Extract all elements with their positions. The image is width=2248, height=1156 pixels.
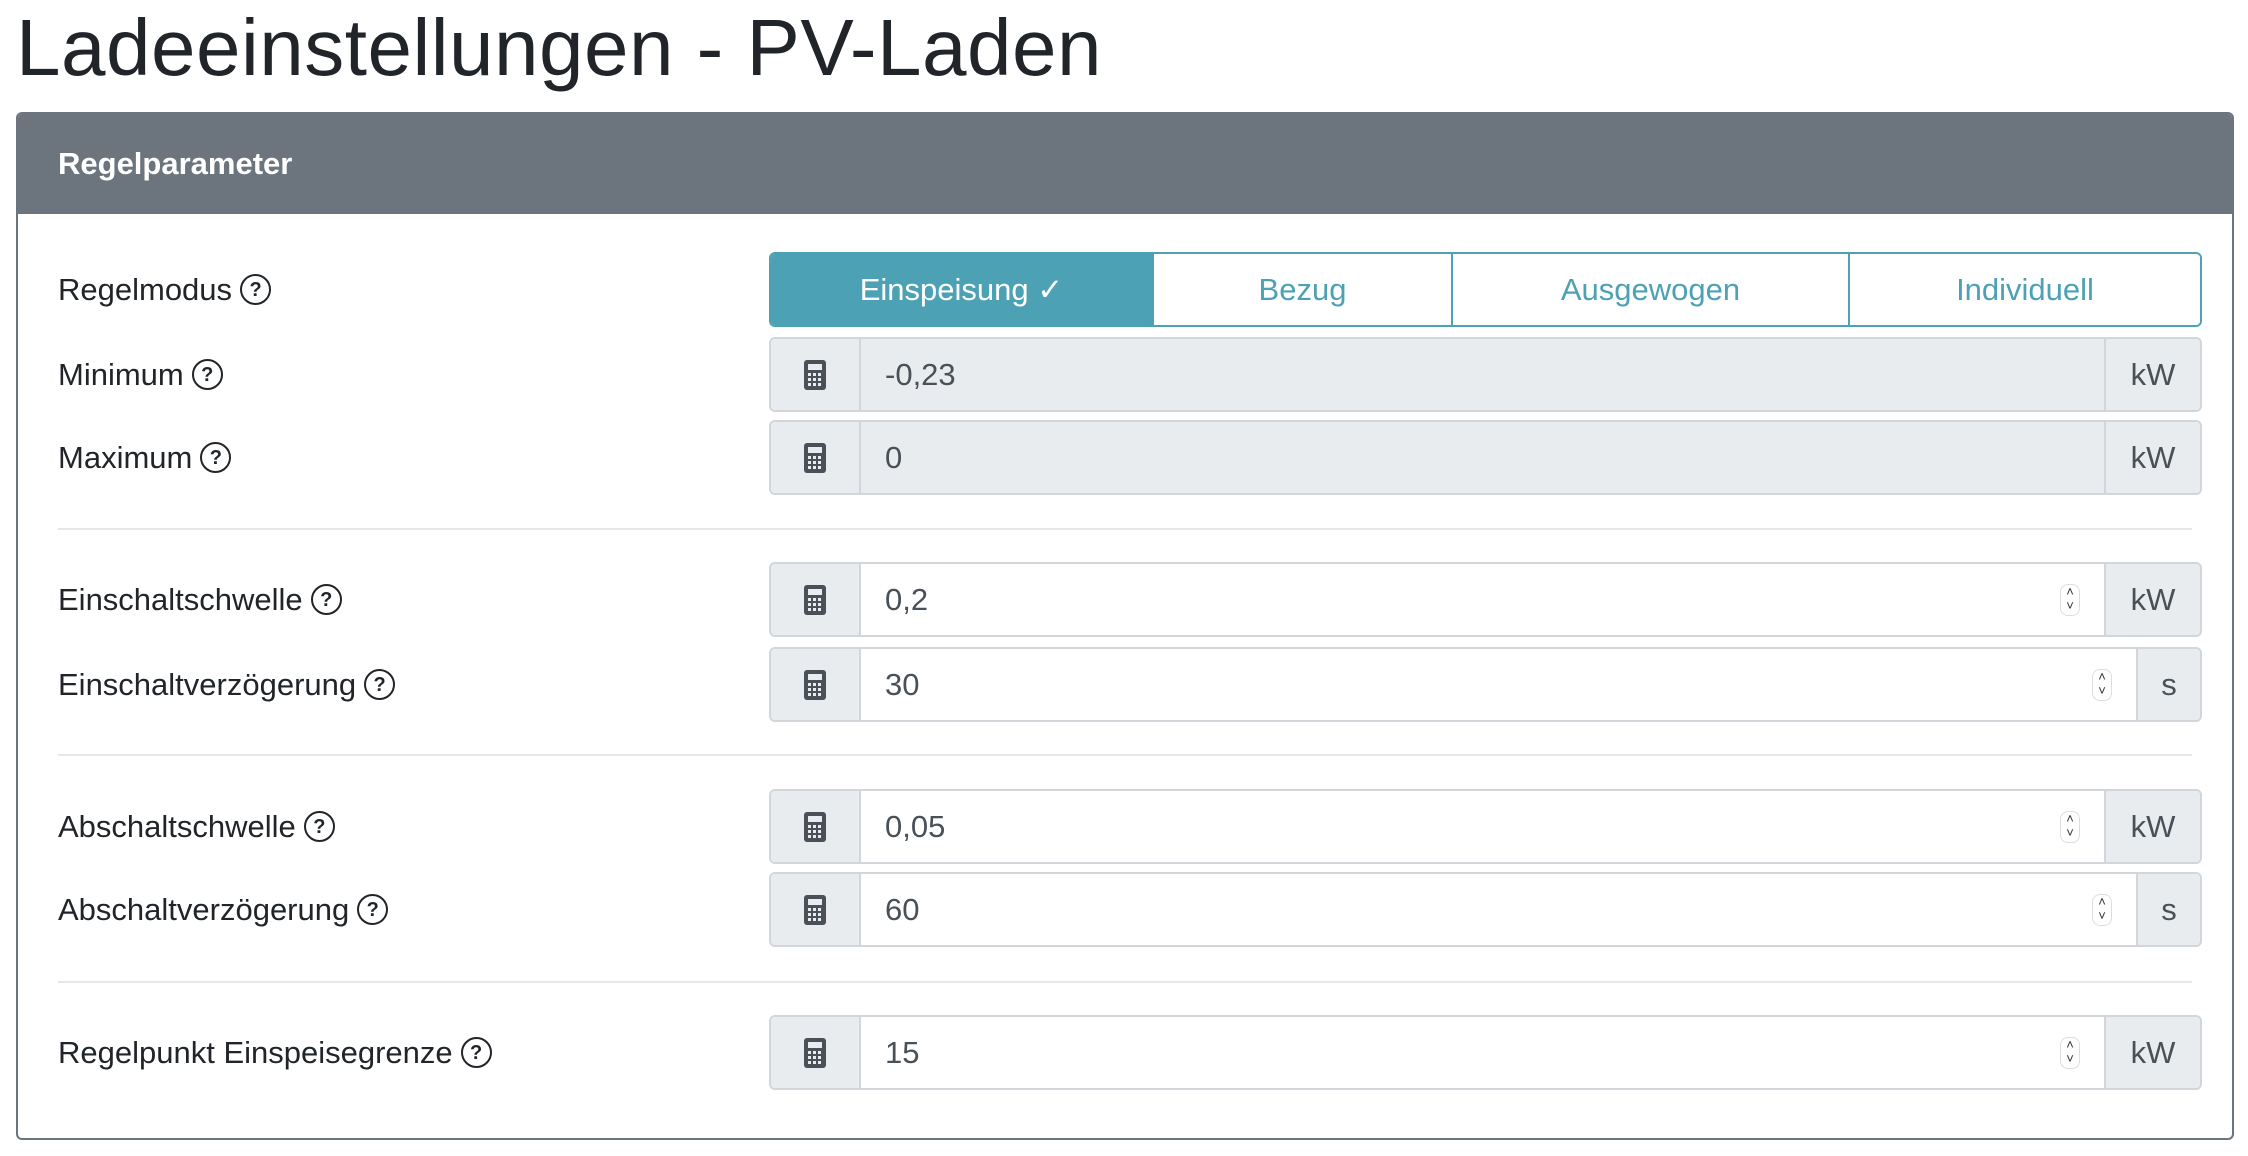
unit-label: kW	[2104, 422, 2200, 493]
input-group-abschaltschwelle: 0,05 ˄ ˅ kW	[769, 789, 2202, 864]
unit-label: s	[2136, 874, 2200, 945]
row-abschaltschwelle: Abschaltschwelle? 0,05 ˄ ˅ kW	[18, 789, 2232, 864]
regelpunkt-einspeisegrenze-input[interactable]: 15 ˄ ˅	[861, 1017, 2104, 1088]
unit-label: kW	[2104, 791, 2200, 862]
calculator-icon	[771, 422, 861, 493]
label-einschaltverz-gerung: Einschaltverzögerung	[58, 667, 357, 702]
calculator-icon	[771, 791, 861, 862]
einschaltschwelle-input[interactable]: 0,2 ˄ ˅	[861, 564, 2104, 635]
check-icon: ✓	[1037, 271, 1064, 307]
row-einschaltverz-gerung: Einschaltverzögerung? 30 ˄ ˅ s	[18, 647, 2232, 722]
row-minimum: Minimum? -0,23 kW	[18, 337, 2232, 412]
page-title: Ladeeinstellungen - PV-Laden	[16, 3, 1102, 92]
calculator-icon	[771, 339, 861, 410]
mode-button-individuell[interactable]: Individuell	[1848, 254, 2200, 325]
label-maximum: Maximum	[58, 440, 193, 475]
input-group-regelpunkt-einspeisegrenze: 15 ˄ ˅ kW	[769, 1015, 2202, 1090]
calculator-icon	[771, 874, 861, 945]
label-regelmodus: Regelmodus	[58, 272, 233, 307]
abschaltschwelle-input[interactable]: 0,05 ˄ ˅	[861, 791, 2104, 862]
input-group-einschaltschwelle: 0,2 ˄ ˅ kW	[769, 562, 2202, 637]
spinner-icon[interactable]: ˄ ˅	[2060, 810, 2080, 843]
regelparameter-card: Regelparameter Regelmodus? Einspeisung ✓…	[16, 112, 2234, 1140]
row-regelpunkt-einspeisegrenze: Regelpunkt Einspeisegrenze? 15 ˄ ˅ kW	[18, 1015, 2232, 1090]
label-abschaltschwelle: Abschaltschwelle	[58, 809, 296, 844]
card-header: Regelparameter	[18, 114, 2232, 214]
unit-label: kW	[2104, 564, 2200, 635]
einschaltverz-gerung-input[interactable]: 30 ˄ ˅	[861, 649, 2136, 720]
spinner-icon[interactable]: ˄ ˅	[2092, 668, 2112, 701]
unit-label: kW	[2104, 339, 2200, 410]
divider	[58, 981, 2192, 983]
help-icon[interactable]: ?	[200, 442, 232, 473]
mode-button-bezug[interactable]: Bezug	[1152, 254, 1451, 325]
mode-button-einspeisung[interactable]: Einspeisung ✓	[771, 254, 1152, 325]
spinner-icon[interactable]: ˄ ˅	[2092, 893, 2112, 926]
label-einschaltschwelle: Einschaltschwelle	[58, 582, 303, 617]
calculator-icon	[771, 1017, 861, 1088]
input-group-maximum: 0 kW	[769, 420, 2202, 495]
help-icon[interactable]: ?	[303, 811, 335, 842]
label-minimum: Minimum	[58, 357, 184, 392]
spinner-icon[interactable]: ˄ ˅	[2060, 1036, 2080, 1069]
help-icon[interactable]: ?	[310, 584, 342, 615]
calculator-icon	[771, 564, 861, 635]
input-group-einschaltverz-gerung: 30 ˄ ˅ s	[769, 647, 2202, 722]
minimum-input: -0,23	[861, 339, 2104, 410]
abschaltverz-gerung-input[interactable]: 60 ˄ ˅	[861, 874, 2136, 945]
spinner-icon[interactable]: ˄ ˅	[2060, 583, 2080, 616]
row-abschaltverz-gerung: Abschaltverzögerung? 60 ˄ ˅ s	[18, 872, 2232, 947]
row-maximum: Maximum? 0 kW	[18, 420, 2232, 495]
calculator-icon	[771, 649, 861, 720]
maximum-input: 0	[861, 422, 2104, 493]
regelmodus-button-group: Einspeisung ✓ Bezug Ausgewogen Individue…	[769, 252, 2202, 327]
unit-label: s	[2136, 649, 2200, 720]
help-icon[interactable]: ?	[364, 669, 396, 700]
row-einschaltschwelle: Einschaltschwelle? 0,2 ˄ ˅ kW	[18, 562, 2232, 637]
input-group-minimum: -0,23 kW	[769, 337, 2202, 412]
row-regelmodus: Regelmodus? Einspeisung ✓ Bezug Ausgewog…	[18, 252, 2232, 327]
label-abschaltverz-gerung: Abschaltverzögerung	[58, 892, 350, 927]
divider	[58, 528, 2192, 530]
label-regelpunkt-einspeisegrenze: Regelpunkt Einspeisegrenze	[58, 1035, 453, 1070]
help-icon[interactable]: ?	[191, 359, 223, 390]
help-icon[interactable]: ?	[240, 274, 272, 305]
unit-label: kW	[2104, 1017, 2200, 1088]
help-icon[interactable]: ?	[357, 894, 389, 925]
help-icon[interactable]: ?	[460, 1037, 492, 1068]
divider	[58, 754, 2192, 756]
mode-button-ausgewogen[interactable]: Ausgewogen	[1451, 254, 1848, 325]
input-group-abschaltverz-gerung: 60 ˄ ˅ s	[769, 872, 2202, 947]
